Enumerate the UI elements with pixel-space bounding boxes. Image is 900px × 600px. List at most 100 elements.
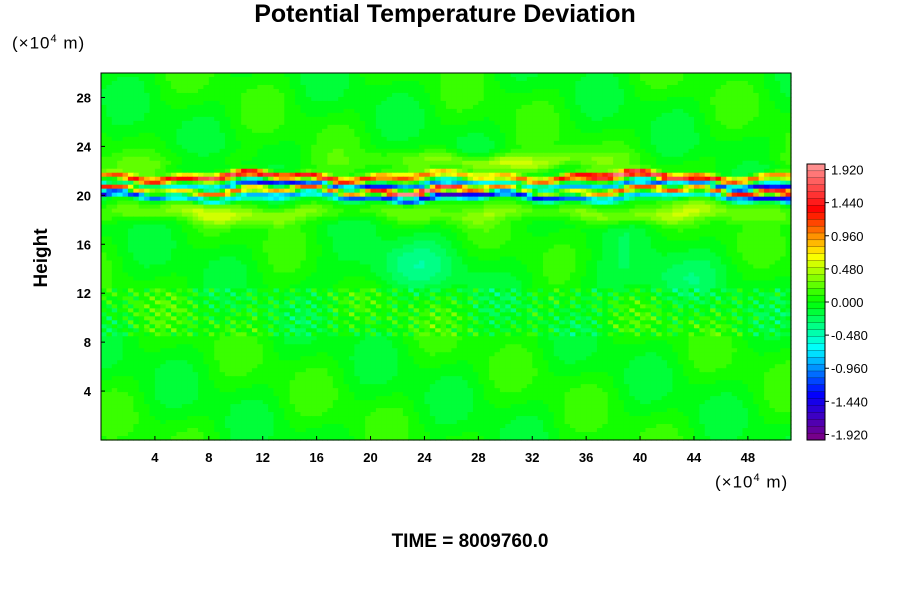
heatmap-cell <box>327 80 334 86</box>
heatmap-cell <box>526 184 533 190</box>
heatmap-cell <box>456 188 463 194</box>
heatmap-cell <box>295 208 302 214</box>
heatmap-cell <box>640 188 647 194</box>
heatmap-cell <box>462 156 469 162</box>
heatmap-cell <box>667 96 674 102</box>
heatmap-cell <box>127 96 134 102</box>
heatmap-cell <box>742 76 749 82</box>
heatmap-cell <box>424 192 431 198</box>
heatmap-cell <box>241 216 248 222</box>
heatmap-cell <box>101 220 107 226</box>
heatmap-cell <box>704 208 711 214</box>
heatmap-cell <box>305 168 312 174</box>
heatmap-cell <box>780 73 787 78</box>
heatmap-cell <box>446 73 452 78</box>
heatmap-cell <box>446 180 452 186</box>
heatmap-cell <box>198 128 205 134</box>
heatmap-cell <box>354 208 361 214</box>
heatmap-cell <box>532 88 539 94</box>
heatmap-cell <box>456 84 463 90</box>
heatmap-cell <box>704 168 711 174</box>
heatmap-cell <box>435 120 442 126</box>
heatmap-cell <box>295 224 302 230</box>
heatmap-cell <box>149 224 156 230</box>
heatmap-cell <box>720 124 727 130</box>
heatmap-cell <box>537 124 544 130</box>
heatmap-cell <box>435 76 442 82</box>
heatmap-cell <box>769 184 776 190</box>
heatmap-cell <box>451 196 458 202</box>
heatmap-cell <box>327 88 334 94</box>
heatmap-cell <box>661 136 668 142</box>
heatmap-cell <box>661 96 668 102</box>
heatmap-cell <box>198 196 205 202</box>
heatmap-cell <box>224 124 231 130</box>
heatmap-cell <box>677 152 684 158</box>
heatmap-cell <box>731 176 738 182</box>
heatmap-cell <box>203 73 210 78</box>
heatmap-cell <box>230 184 237 190</box>
heatmap-cell <box>278 132 285 138</box>
heatmap-cell <box>165 73 172 78</box>
heatmap-cell <box>144 104 151 110</box>
heatmap-cell <box>187 108 194 114</box>
heatmap-cell <box>780 132 787 138</box>
heatmap-cell <box>273 180 280 186</box>
heatmap-cell <box>510 88 517 94</box>
heatmap-cell <box>489 156 496 162</box>
heatmap-cell <box>144 224 151 230</box>
heatmap-cell <box>305 156 312 162</box>
heatmap-cell <box>467 156 474 162</box>
heatmap-cell <box>731 144 738 150</box>
heatmap-cell <box>688 216 695 222</box>
heatmap-cell <box>780 208 787 214</box>
heatmap-cell <box>451 212 458 218</box>
heatmap-cell <box>224 120 231 126</box>
heatmap-cell <box>661 100 668 106</box>
heatmap-cell <box>165 152 172 158</box>
heatmap-cell <box>726 73 733 78</box>
heatmap-cell <box>386 132 393 138</box>
heatmap-cell <box>683 172 690 178</box>
heatmap-cell <box>710 200 717 206</box>
heatmap-cell <box>521 204 528 210</box>
heatmap-cell <box>548 196 555 202</box>
heatmap-cell <box>354 184 361 190</box>
heatmap-cell <box>322 80 329 86</box>
heatmap-cell <box>106 80 113 86</box>
heatmap-cell <box>720 180 727 186</box>
heatmap-cell <box>235 192 242 198</box>
heatmap-cell <box>618 132 625 138</box>
heatmap-cell <box>230 132 237 138</box>
heatmap-cell <box>478 144 485 150</box>
heatmap-cell <box>467 112 474 118</box>
heatmap-cell <box>667 80 674 86</box>
heatmap-cell <box>214 124 221 130</box>
heatmap-cell <box>117 124 124 130</box>
heatmap-cell <box>548 112 555 118</box>
heatmap-cell <box>683 192 690 198</box>
heatmap-cell <box>467 108 474 114</box>
heatmap-cell <box>456 116 463 122</box>
plot-area <box>101 73 792 441</box>
heatmap-cell <box>160 204 167 210</box>
heatmap-cell <box>742 184 749 190</box>
heatmap-cell <box>187 88 194 94</box>
heatmap-cell <box>111 136 118 142</box>
heatmap-cell <box>456 172 463 178</box>
heatmap-cell <box>737 104 744 110</box>
heatmap-cell <box>127 73 134 78</box>
heatmap-cell <box>537 184 544 190</box>
heatmap-cell <box>548 168 555 174</box>
heatmap-cell <box>634 132 641 138</box>
heatmap-cell <box>634 120 641 126</box>
heatmap-cell <box>726 220 733 226</box>
heatmap-cell <box>224 200 231 206</box>
heatmap-cell <box>230 84 237 90</box>
heatmap-cell <box>322 100 329 106</box>
heatmap-cell <box>332 96 339 102</box>
heatmap-cell <box>672 216 679 222</box>
heatmap-cell <box>532 200 539 206</box>
heatmap-cell <box>429 76 436 82</box>
heatmap-cell <box>332 73 339 78</box>
